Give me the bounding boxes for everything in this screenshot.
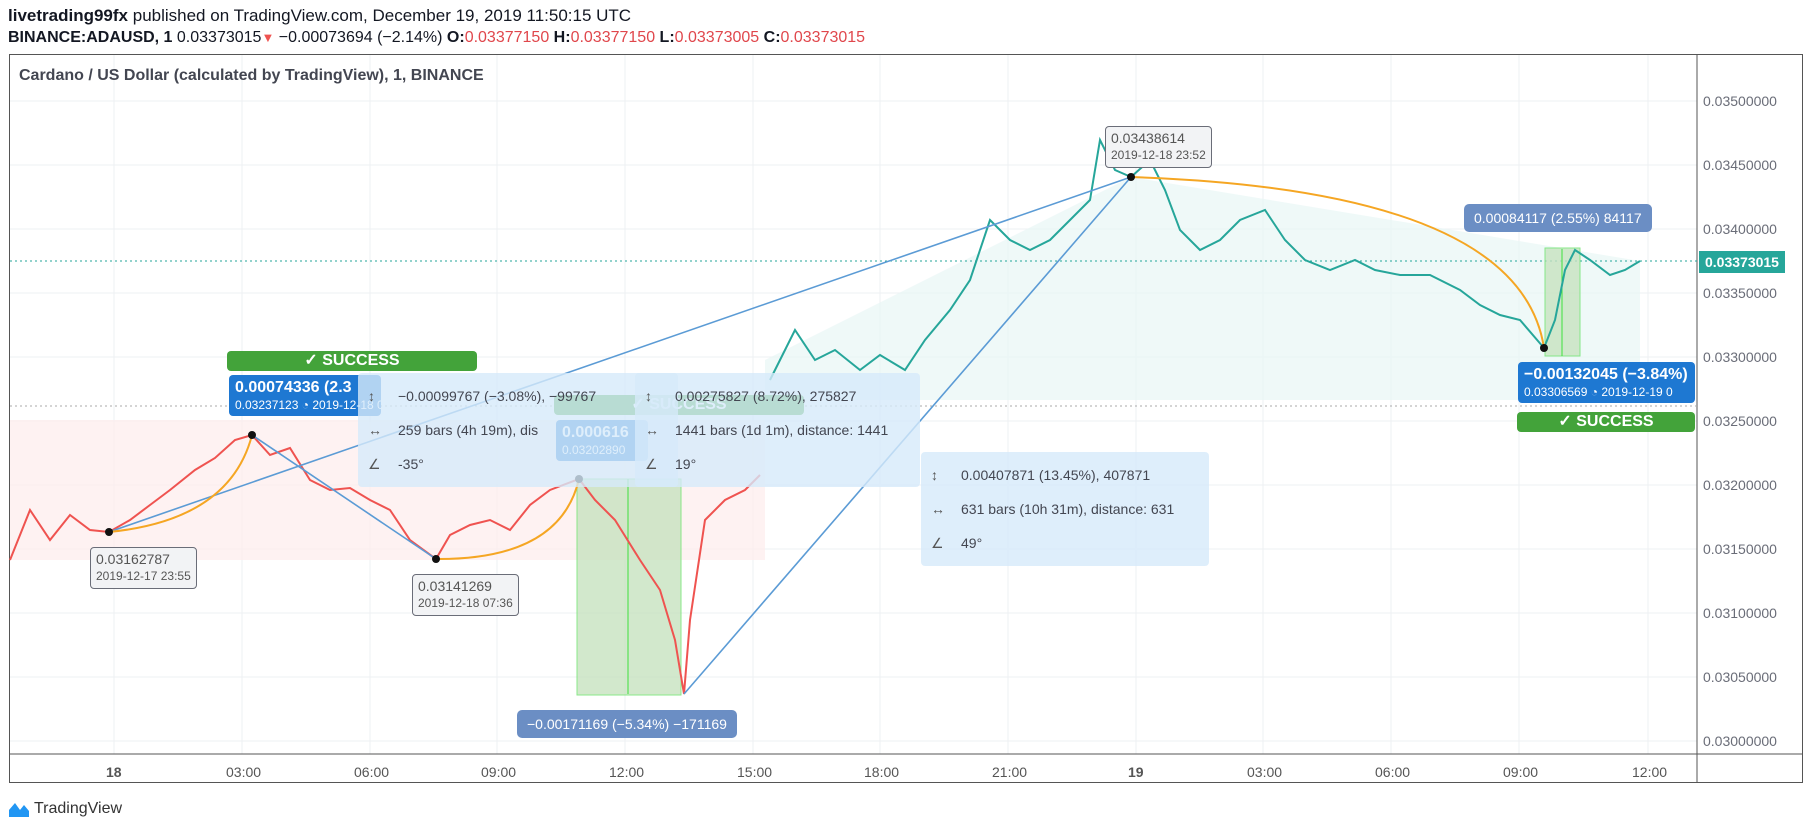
tradingview-logo-icon — [9, 803, 29, 817]
bars-text: 631 bars (10h 31m), distance: 631 — [961, 501, 1175, 517]
success-badge-3: ✓ SUCCESS — [1517, 412, 1695, 432]
high-label: H: — [553, 29, 571, 46]
symbol: BINANCE:ADAUSD, 1 — [8, 29, 173, 46]
blue-label-1: 0.00074336 (2.3 0.03237123 ◔ 2019-12-18 0… — [229, 375, 381, 416]
svg-text:0.03200000: 0.03200000 — [1703, 477, 1777, 493]
svg-text:0.03450000: 0.03450000 — [1703, 157, 1777, 173]
svg-text:18: 18 — [106, 764, 122, 780]
svg-text:12:00: 12:00 — [609, 764, 644, 780]
blue-main: −0.00132045 (−3.84%) — [1524, 366, 1688, 383]
angle-text: -35° — [398, 456, 424, 472]
angle-text: 19° — [675, 456, 697, 472]
close-value: 0.03373015 — [780, 29, 866, 46]
measure-box-2: ↕ 0.00275827 (8.72%), 275827 ↔ 1441 bars (… — [635, 373, 920, 487]
published-text: published on TradingView.com, December 1… — [132, 6, 632, 25]
open-value: 0.03377150 — [464, 29, 550, 46]
svg-text:0.03150000: 0.03150000 — [1703, 541, 1777, 557]
svg-text:0.03250000: 0.03250000 — [1703, 413, 1777, 429]
low-label: L: — [659, 29, 675, 46]
angle-icon: ∠ — [368, 455, 381, 472]
svg-text:19: 19 — [1128, 764, 1144, 780]
change: −0.00073694 (−2.14%) — [278, 29, 443, 46]
tip-time: 2019-12-18 23:52 — [1111, 148, 1206, 162]
bars-text: 1441 bars (1d 1m), distance: 1441 — [675, 422, 889, 438]
last-price: 0.03373015 — [176, 29, 262, 46]
tip-price: 0.03438614 — [1111, 130, 1185, 146]
svg-text:06:00: 06:00 — [354, 764, 389, 780]
low-value: 0.03373005 — [674, 29, 760, 46]
tradingview-logo[interactable]: TradingView — [8, 800, 122, 818]
tip-price: 0.03141269 — [418, 578, 492, 594]
svg-text:15:00: 15:00 — [737, 764, 772, 780]
tip-price: 0.03162787 — [96, 551, 170, 567]
horizontal-range-icon: ↔ — [931, 501, 945, 517]
blue-sub: 0.03237123 ◔ 2019-12-18 03:16 — [235, 398, 381, 412]
down-triangle-icon: ▼ — [261, 30, 275, 45]
price-axis: 0.03500000 0.03450000 0.03400000 0.0335000… — [1703, 93, 1777, 749]
bars-text: 259 bars (4h 19m), dis — [398, 422, 539, 438]
vertical-range-icon: ↕ — [931, 467, 938, 483]
time-axis: 18 03:00 06:00 09:00 12:00 15:00 18:00 21:00 1… — [106, 764, 1667, 780]
svg-text:03:00: 03:00 — [1247, 764, 1282, 780]
svg-text:12:00: 12:00 — [1632, 764, 1667, 780]
svg-text:09:00: 09:00 — [481, 764, 516, 780]
svg-text:06:00: 06:00 — [1375, 764, 1410, 780]
tip-time: 2019-12-18 07:36 — [418, 596, 513, 610]
horizontal-range-icon: ↔ — [645, 422, 659, 438]
symbol-legend: BINANCE:ADAUSD, 1 0.03373015▼ −0.0007369… — [8, 29, 865, 47]
tooltip-start: 0.03162787 2019-12-17 23:55 — [90, 547, 197, 589]
chart-frame[interactable] — [9, 54, 1803, 783]
svg-text:09:00: 09:00 — [1503, 764, 1538, 780]
vertical-range-icon: ↕ — [368, 388, 375, 404]
svg-text:0.03050000: 0.03050000 — [1703, 669, 1777, 685]
publish-info: livetrading99fx published on TradingView… — [8, 6, 631, 26]
rise-measure-label: 0.00084117 (2.55%) 84117 — [1464, 204, 1652, 232]
angle-icon: ∠ — [645, 455, 658, 472]
svg-text:21:00: 21:00 — [992, 764, 1027, 780]
range-text: 0.00407871 (13.45%), 407871 — [961, 467, 1151, 483]
svg-text:0.03000000: 0.03000000 — [1703, 733, 1777, 749]
close-label: C: — [763, 29, 781, 46]
success-badge-1: ✓ SUCCESS — [227, 351, 477, 371]
svg-text:0.03500000: 0.03500000 — [1703, 93, 1777, 109]
vertical-range-icon: ↕ — [645, 388, 652, 404]
horizontal-range-icon: ↔ — [368, 422, 382, 438]
blue-main: 0.00074336 (2.3 — [235, 379, 352, 396]
range-text: 0.00275827 (8.72%), 275827 — [675, 388, 857, 404]
tooltip-trough: 0.03141269 2019-12-18 07:36 — [412, 574, 519, 616]
blue-label-3: −0.00132045 (−3.84%) 0.03306569 ◔ 2019-12… — [1518, 362, 1695, 403]
high-value: 0.03377150 — [570, 29, 656, 46]
angle-text: 49° — [961, 535, 983, 551]
svg-text:0.03350000: 0.03350000 — [1703, 285, 1777, 301]
last-price-tag: 0.03373015 — [1699, 251, 1785, 273]
blue-sub: 0.03306569 ◔ 2019-12-19 0 — [1524, 385, 1673, 399]
angle-icon: ∠ — [931, 534, 944, 551]
open-label: O: — [446, 29, 465, 46]
range-text: −0.00099767 (−3.08%), −99767 — [398, 388, 597, 404]
chart-title: Cardano / US Dollar (calculated by Tradi… — [19, 67, 484, 84]
author: livetrading99fx — [8, 6, 128, 25]
svg-text:0.03400000: 0.03400000 — [1703, 221, 1777, 237]
drop-measure-label: −0.00171169 (−5.34%) −171169 — [517, 710, 737, 738]
measure-box-1: ↕ −0.00099767 (−3.08%), −99767 ↔ 259 bars … — [358, 373, 678, 487]
svg-text:0.03100000: 0.03100000 — [1703, 605, 1777, 621]
brand-name: TradingView — [34, 800, 123, 817]
measure-box-3: ↕ 0.00407871 (13.45%), 407871 ↔ 631 bars (… — [921, 452, 1209, 566]
svg-text:0.03300000: 0.03300000 — [1703, 349, 1777, 365]
tooltip-high: 0.03438614 2019-12-18 23:52 — [1105, 126, 1212, 168]
tip-time: 2019-12-17 23:55 — [96, 569, 191, 583]
svg-text:03:00: 03:00 — [226, 764, 261, 780]
svg-text:18:00: 18:00 — [864, 764, 899, 780]
